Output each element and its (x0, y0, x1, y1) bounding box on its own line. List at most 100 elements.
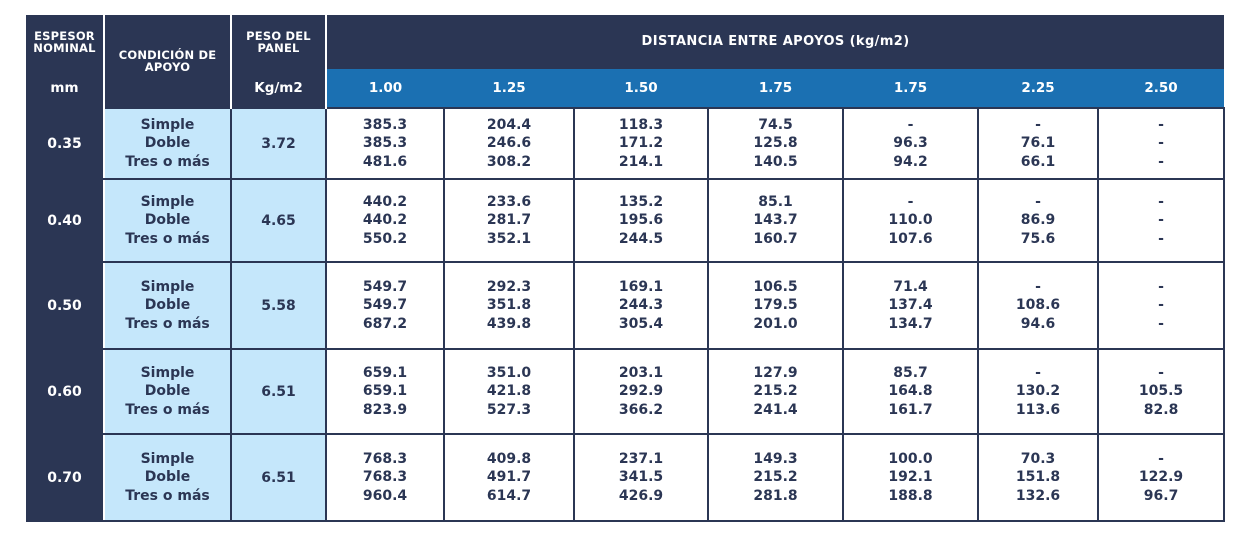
value: - (1158, 135, 1164, 152)
header-espesor-unit: mm (26, 69, 105, 108)
weight-cell: 5.58 (230, 261, 327, 350)
value: 491.7 (486, 469, 532, 486)
value: 237.1 (618, 450, 664, 467)
value: 215.2 (753, 383, 798, 400)
value: 421.8 (486, 383, 532, 400)
value: 768.3 (362, 469, 408, 486)
value: 233.6 (486, 193, 532, 210)
thickness-cell: 0.35 (26, 107, 105, 180)
value: 96.7 (1143, 487, 1179, 504)
condition-label: Simple (140, 116, 195, 133)
header-peso-unit: Kg/m2 (231, 69, 327, 108)
value: - (1158, 364, 1164, 381)
value: 113.6 (1015, 401, 1061, 418)
condition-cell: Simple Doble Tres o más (103, 261, 232, 350)
value: 100.0 (888, 450, 933, 467)
condition-label: Tres o más (125, 230, 210, 247)
value: 195.6 (618, 212, 664, 229)
value: 440.2 (362, 193, 408, 210)
condition-cell: Simple Doble Tres o más (103, 433, 232, 522)
header-distancia: DISTANCIA ENTRE APOYOS (kg/m2) (326, 15, 1225, 69)
value: 292.9 (618, 383, 664, 400)
weight-cell: 3.72 (230, 107, 327, 180)
value: 75.6 (1020, 230, 1056, 247)
value: 352.1 (486, 230, 532, 247)
value: 132.6 (1015, 487, 1061, 504)
value-cell: 768.3 768.3 960.4 (325, 433, 445, 522)
value: 74.5 (758, 116, 793, 133)
value-cell: - 122.9 96.7 (1096, 433, 1226, 522)
weight-cell: 6.51 (230, 348, 327, 435)
value: 659.1 (362, 364, 408, 381)
weight-cell: 4.65 (230, 178, 327, 263)
value: 385.3 (362, 135, 408, 152)
value: 134.7 (888, 315, 933, 332)
value: - (1158, 278, 1164, 295)
value: - (1035, 116, 1041, 133)
header-condicion: CONDICIÓN DE APOYO (104, 15, 232, 108)
weight-cell: 6.51 (230, 433, 327, 522)
value: 151.8 (1015, 469, 1061, 486)
value: 439.8 (486, 315, 532, 332)
value-cell: - 110.0 107.6 (842, 178, 979, 263)
value-cell: 440.2 440.2 550.2 (325, 178, 445, 263)
value: 409.8 (486, 450, 532, 467)
value-cell: 118.3 171.2 214.1 (573, 107, 709, 180)
value: 687.2 (362, 315, 408, 332)
table-row: 0.40 Simple Doble Tres o más 4.65 440.2 440.2 5… (26, 178, 1226, 263)
value: 823.9 (362, 401, 408, 418)
value: 105.5 (1138, 383, 1184, 400)
value-cell: 70.3 151.8 132.6 (977, 433, 1099, 522)
value-cell: --- (1096, 178, 1226, 263)
value-cell: 204.4 246.6 308.2 (443, 107, 575, 180)
value-cell: 409.8 491.7 614.7 (443, 433, 575, 522)
value-cell: 203.1 292.9 366.2 (573, 348, 709, 435)
value: 241.4 (753, 401, 798, 418)
value-cell: 549.7 549.7 687.2 (325, 261, 445, 350)
value: 214.1 (618, 153, 664, 170)
value: - (1035, 278, 1041, 295)
value-cell: - 108.6 94.6 (977, 261, 1099, 350)
condition-cell: Simple Doble Tres o más (103, 107, 232, 180)
value: 204.4 (486, 116, 532, 133)
value: 768.3 (362, 450, 408, 467)
value: 130.2 (1015, 383, 1061, 400)
condition-cell: Simple Doble Tres o más (103, 348, 232, 435)
thickness-cell: 0.60 (26, 348, 105, 435)
value: 169.1 (618, 278, 664, 295)
value: 66.1 (1020, 153, 1056, 170)
value: 550.2 (362, 230, 408, 247)
value-cell: 71.4 137.4 134.7 (842, 261, 979, 350)
value: - (1035, 364, 1041, 381)
value: 82.8 (1143, 401, 1179, 418)
value: 94.2 (893, 153, 928, 170)
value: 203.1 (618, 364, 664, 381)
value: 292.3 (486, 278, 532, 295)
value: 549.7 (362, 297, 408, 314)
value-cell: --- (1096, 261, 1226, 350)
value: 171.2 (618, 135, 664, 152)
value: - (907, 193, 914, 210)
condition-label: Simple (140, 364, 195, 381)
value: 96.3 (893, 135, 928, 152)
table-body: 0.35 Simple Doble Tres o más 3.72 385.3 385.3 4… (26, 107, 1226, 522)
value: 143.7 (753, 212, 798, 229)
value: 281.7 (486, 212, 532, 229)
table-row: 0.70 Simple Doble Tres o más 6.51 768.3 768.3 9… (26, 433, 1226, 522)
value: 179.5 (753, 297, 798, 314)
condition-label: Simple (140, 278, 195, 295)
value: 137.4 (888, 297, 933, 314)
value: 70.3 (1020, 450, 1056, 467)
value: 614.7 (486, 487, 532, 504)
value-cell: 233.6 281.7 352.1 (443, 178, 575, 263)
thickness-cell: 0.50 (26, 261, 105, 350)
value: - (1158, 116, 1164, 133)
condition-label: Simple (140, 193, 195, 210)
thickness-cell: 0.40 (26, 178, 105, 263)
value: 281.8 (753, 487, 798, 504)
value-cell: 85.7 164.8 161.7 (842, 348, 979, 435)
value: 527.3 (486, 401, 532, 418)
value-cell: 385.3 385.3 481.6 (325, 107, 445, 180)
value: 106.5 (753, 278, 798, 295)
table-row: 0.50 Simple Doble Tres o más 5.58 549.7 549.7 6… (26, 261, 1226, 350)
